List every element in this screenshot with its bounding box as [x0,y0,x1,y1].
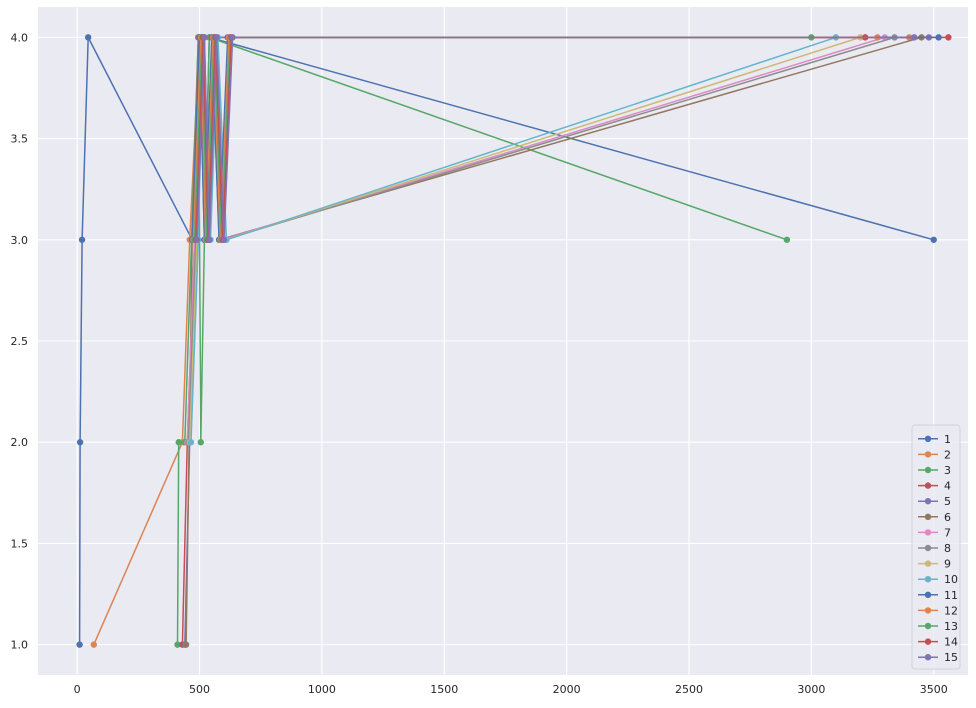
series-layer [76,34,952,648]
data-point [229,34,236,41]
legend-swatch-marker [924,544,932,552]
legend-label: 7 [944,526,951,539]
data-point [76,439,84,446]
data-point [193,236,201,243]
y-tick-label: 1.5 [11,537,29,550]
data-point [935,34,942,41]
legend-item: 8 [918,542,951,555]
legend-item: 2 [918,448,951,461]
legend-swatch-marker [924,622,932,630]
legend-swatch-marker [924,466,932,474]
data-point [197,439,204,446]
legend-label: 14 [944,636,958,649]
x-tick-label: 3500 [920,683,948,696]
data-point [213,34,220,41]
x-tick-label: 1500 [430,683,458,696]
legend-swatch-marker [924,451,932,458]
data-point [945,34,952,41]
legend-label: 2 [944,448,951,461]
data-point [187,439,195,446]
legend-item: 15 [918,651,958,664]
legend-label: 4 [944,480,951,493]
legend-label: 12 [944,604,958,617]
legend-item: 12 [918,604,958,617]
legend-item: 7 [918,526,951,539]
legend-label: 3 [944,464,951,477]
data-point [201,34,208,41]
data-point [174,641,181,648]
legend-swatch-marker [924,591,932,598]
data-point [90,641,98,648]
legend-label: 5 [944,495,951,508]
x-tick-label: 3000 [797,683,825,696]
tick-labels: 0 500 1000 1500 2000 2500 3000 3500 1.0 1.5 2.0 2.5… [11,31,948,696]
legend-swatch-marker [924,560,932,567]
legend-label: 8 [944,542,951,555]
legend-item: 6 [918,511,951,524]
legend-swatch-marker [924,482,932,489]
x-tick-label: 2000 [553,683,581,696]
legend-item: 9 [918,558,951,571]
legend-swatch-marker [924,607,932,614]
legend-item: 13 [918,620,958,633]
legend-swatch-marker [924,576,932,583]
y-tick-label: 2.5 [11,335,29,348]
legend-swatch-marker [924,513,932,520]
series-15 [193,34,918,243]
legend-item: 14 [918,636,958,649]
y-tick-label: 3.0 [11,234,29,247]
legend-swatch-marker [924,529,932,536]
x-tick-label: 500 [189,683,210,696]
legend-item: 1 [918,433,951,446]
y-tick-label: 3.5 [11,133,29,146]
data-point [78,236,86,243]
legend-label: 6 [944,511,951,524]
data-point [206,236,213,243]
legend-label: 13 [944,620,958,633]
x-tick-label: 0 [74,683,81,696]
data-point [930,236,937,243]
data-point [175,439,182,446]
legend-swatch-marker [924,435,932,442]
legend-item: 4 [918,480,951,493]
y-tick-label: 1.0 [11,639,29,652]
x-tick-label: 1000 [308,683,336,696]
legend-label: 15 [944,651,958,664]
legend-label: 11 [944,589,958,602]
legend-item: 3 [918,464,951,477]
data-point [910,34,918,41]
y-tick-label: 2.0 [11,436,29,449]
legend-label: 9 [944,558,951,571]
legend-item: 10 [918,573,958,586]
data-point [182,641,190,648]
legend-swatch-marker [924,638,932,645]
legend-label: 10 [944,573,958,586]
x-tick-label: 2500 [675,683,703,696]
legend-swatch-marker [924,498,932,505]
data-point [76,641,83,648]
y-tick-label: 4.0 [11,31,29,44]
legend-label: 1 [944,433,951,446]
data-point [783,236,791,243]
legend-swatch-marker [924,654,932,661]
data-point [220,236,228,243]
data-point [84,34,92,41]
legend-item: 11 [918,589,958,602]
legend-item: 5 [918,495,951,508]
